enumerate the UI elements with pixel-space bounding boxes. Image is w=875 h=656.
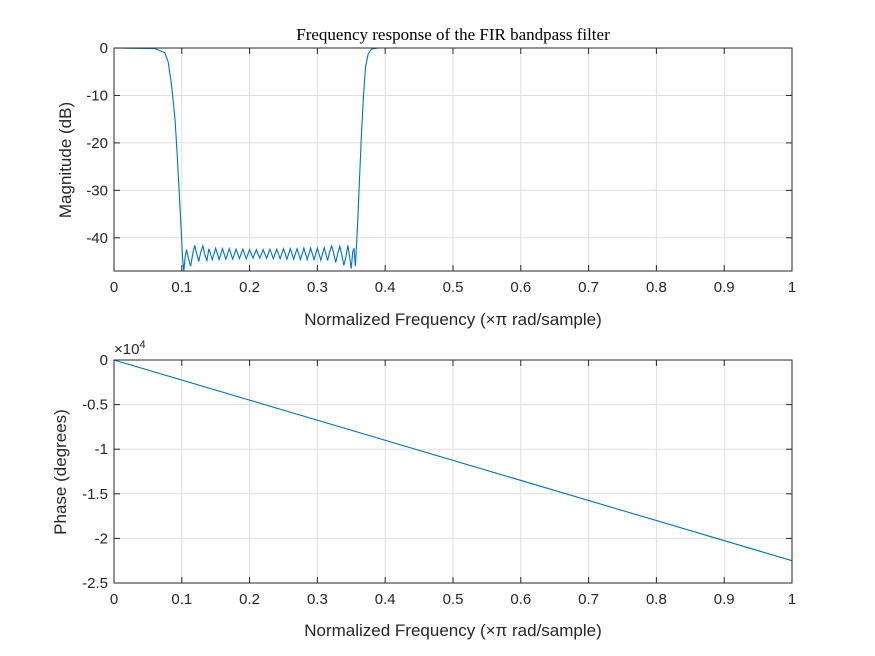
magnitude-x-tick-label: 0.4 xyxy=(375,279,396,296)
phase-x-tick-label: 0.9 xyxy=(714,591,735,608)
phase-y-multiplier-label: ×104 xyxy=(114,339,146,358)
magnitude-axes: 0 0.1 0.2 0.3 0.4 0.5 0.6 0.7 0.8 0.9 1 0 -10 -20 -30 -… xyxy=(56,40,796,329)
magnitude-y-tick-label: -10 xyxy=(86,87,108,104)
phase-x-axis-label: Normalized Frequency (×π rad/sample) xyxy=(304,621,602,640)
phase-y-tick-label: -2 xyxy=(95,530,108,547)
magnitude-y-tick-label: -20 xyxy=(86,135,108,152)
phase-x-tick-label: 0.5 xyxy=(443,591,464,608)
phase-x-tick-label: 0.1 xyxy=(171,591,192,608)
magnitude-x-axis-label: Normalized Frequency (×π rad/sample) xyxy=(304,310,602,329)
magnitude-y-tick-label: -40 xyxy=(86,230,108,247)
phase-ticks: 0 0.1 0.2 0.3 0.4 0.5 0.6 0.7 0.8 0.9 1 0 -0.5 -1 -1.5… xyxy=(82,352,796,608)
magnitude-x-tick-label: 0.5 xyxy=(443,279,464,296)
magnitude-y-tick-label: -30 xyxy=(86,182,108,199)
phase-y-tick-label: -1 xyxy=(95,441,108,458)
phase-multiplier-base: ×10 xyxy=(114,341,139,358)
figure-title: Frequency response of the FIR bandpass f… xyxy=(296,25,610,44)
magnitude-series-group xyxy=(113,47,792,272)
magnitude-x-tick-label: 0.6 xyxy=(510,279,531,296)
phase-x-tick-label: 0 xyxy=(110,591,118,608)
phase-series-group xyxy=(113,359,793,562)
magnitude-x-tick-label: 0.2 xyxy=(239,279,260,296)
magnitude-grid xyxy=(113,47,793,271)
phase-y-tick-label: -1.5 xyxy=(82,486,108,503)
phase-series-line xyxy=(113,359,793,562)
phase-y-tick-label: -2.5 xyxy=(82,575,108,592)
magnitude-x-tick-label: 0.7 xyxy=(578,279,599,296)
phase-x-tick-label: 0.4 xyxy=(375,591,396,608)
magnitude-x-tick-label: 0.3 xyxy=(307,279,328,296)
phase-x-tick-label: 0.7 xyxy=(578,591,599,608)
phase-grid xyxy=(113,359,793,584)
magnitude-y-tick-label: 0 xyxy=(100,40,108,57)
phase-x-tick-label: 0.3 xyxy=(307,591,328,608)
magnitude-x-tick-label: 0.8 xyxy=(646,279,667,296)
phase-y-tick-label: -0.5 xyxy=(82,397,108,414)
magnitude-y-axis-label: Magnitude (dB) xyxy=(56,102,75,218)
magnitude-x-tick-label: 0.9 xyxy=(714,279,735,296)
phase-x-tick-label: 0.8 xyxy=(646,591,667,608)
magnitude-ticks: 0 0.1 0.2 0.3 0.4 0.5 0.6 0.7 0.8 0.9 1 0 -10 -20 -30 -… xyxy=(86,40,796,296)
phase-x-tick-label: 0.6 xyxy=(510,591,531,608)
magnitude-x-tick-label: 1 xyxy=(788,279,796,296)
magnitude-x-tick-label: 0.1 xyxy=(171,279,192,296)
magnitude-x-tick-label: 0 xyxy=(110,279,118,296)
phase-y-axis-label: Phase (degrees) xyxy=(51,409,70,535)
phase-y-tick-label: 0 xyxy=(100,352,108,369)
phase-x-tick-label: 0.2 xyxy=(239,591,260,608)
magnitude-series-line xyxy=(113,47,792,272)
phase-axes: 0 0.1 0.2 0.3 0.4 0.5 0.6 0.7 0.8 0.9 1 0 -0.5 -1 -1.5… xyxy=(51,339,796,640)
phase-multiplier-exponent: 4 xyxy=(139,339,145,351)
phase-x-tick-label: 1 xyxy=(788,591,796,608)
